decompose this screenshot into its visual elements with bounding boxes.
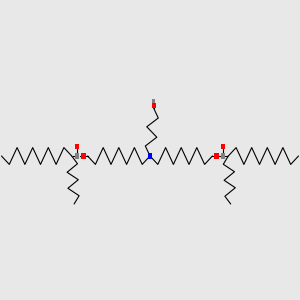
Bar — [148, 153, 152, 159]
Bar — [82, 153, 86, 159]
Bar — [221, 144, 225, 149]
Bar — [152, 99, 155, 103]
Bar — [75, 144, 79, 149]
Bar — [152, 103, 156, 108]
Bar — [214, 153, 218, 159]
Bar — [75, 153, 79, 159]
Bar — [221, 153, 225, 159]
